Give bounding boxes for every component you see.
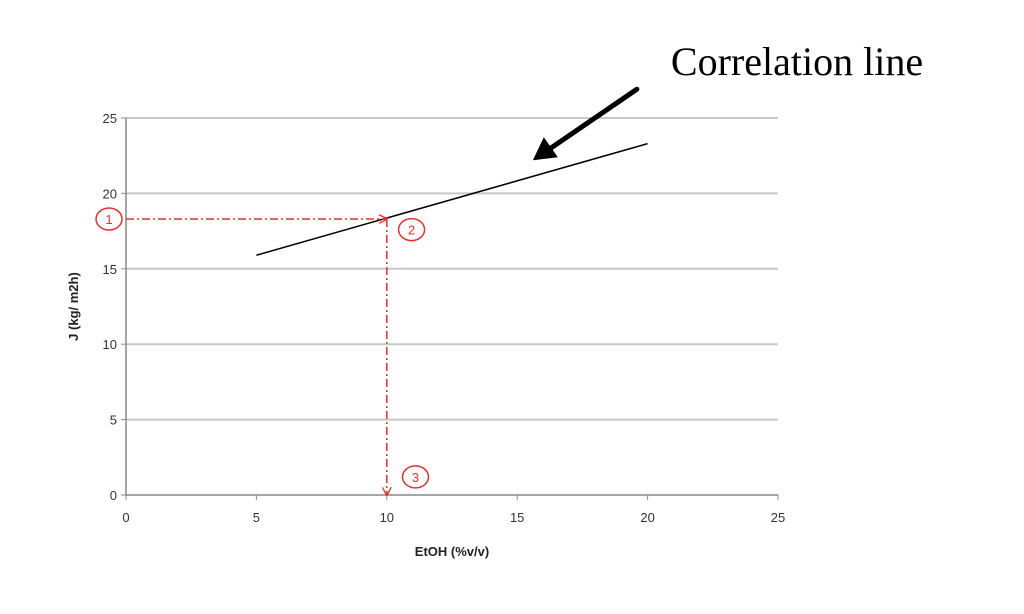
- step-marker: 3: [401, 465, 430, 489]
- x-tick-label: 20: [640, 510, 654, 525]
- series: [256, 142, 648, 256]
- tick-labels: 0 5 10 15 20 25 0 5 10 15 20 25: [103, 111, 786, 525]
- x-tick-label: 0: [122, 510, 129, 525]
- guide-path: [126, 219, 387, 495]
- x-tick-label: 5: [253, 510, 260, 525]
- y-tick-label: 5: [110, 413, 117, 428]
- y-tick-label: 25: [103, 111, 117, 126]
- x-tick-label: 10: [380, 510, 394, 525]
- x-axis-title: EtOH (%v/v): [415, 544, 489, 559]
- y-tick-label: 0: [110, 488, 117, 503]
- step-marker: 1: [95, 207, 123, 231]
- y-axis-title: J (kg/ m2h): [66, 272, 81, 341]
- y-tick-label: 10: [103, 337, 117, 352]
- step-marker-circle: [95, 207, 123, 231]
- step-marker-circle: [401, 465, 430, 489]
- step-marker-label: 2: [408, 223, 415, 238]
- step-marker-label: 1: [105, 212, 112, 227]
- y-tick-label: 15: [103, 262, 117, 277]
- step-marker-circle: [397, 217, 426, 242]
- y-tick-label: 20: [103, 186, 117, 201]
- annotation-label: Correlation line: [671, 39, 923, 84]
- annotation-arrow-head: [532, 137, 558, 161]
- x-tick-label: 15: [510, 510, 524, 525]
- step-marker: 2: [397, 217, 426, 242]
- step-marker-label: 3: [412, 470, 419, 485]
- markers: 1 2 3: [95, 207, 430, 489]
- correlation-line: [256, 142, 648, 256]
- annotation-arrow-shaft: [542, 86, 640, 155]
- axes: [121, 117, 779, 500]
- x-tick-label: 25: [771, 510, 785, 525]
- annotation: [532, 86, 640, 161]
- gridlines: [126, 117, 778, 421]
